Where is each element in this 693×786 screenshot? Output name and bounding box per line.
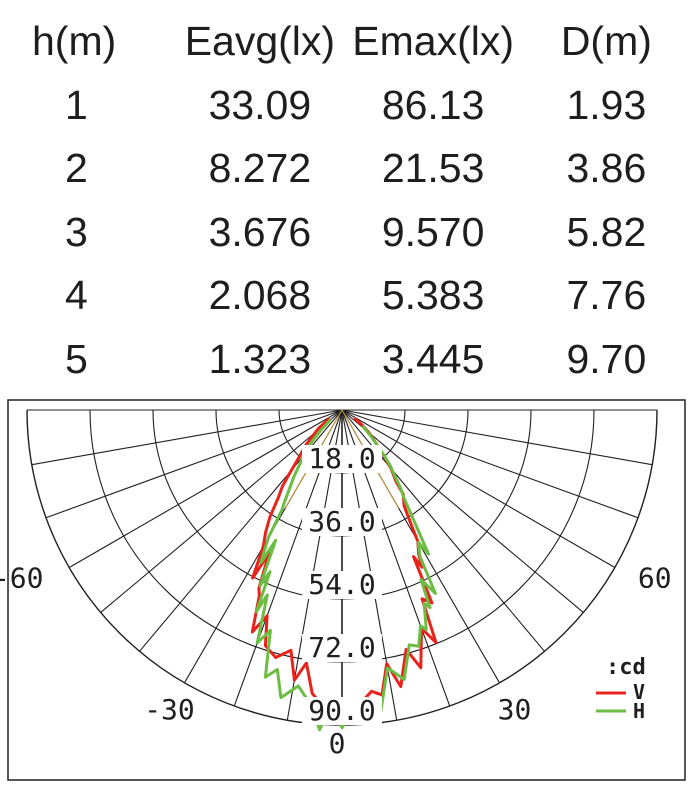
angle-label: -30 xyxy=(144,693,195,726)
legend-h-label: H xyxy=(633,699,645,723)
cell-height: 5 xyxy=(65,335,88,382)
grid-spoke xyxy=(341,409,653,466)
cell-eavg: 2.068 xyxy=(208,272,312,319)
cell-diameter: 5.82 xyxy=(566,208,647,255)
table-header-row: h(m) Eavg(lx) Emax(lx) D(m) xyxy=(0,10,693,74)
cell-diameter: 9.70 xyxy=(566,335,647,382)
grid-spoke xyxy=(341,409,616,568)
radial-tick-label: 36.0 xyxy=(308,505,375,538)
photometric-table: h(m) Eavg(lx) Emax(lx) D(m) 1 33.09 86.1… xyxy=(0,10,693,391)
radial-tick-backdrop xyxy=(302,571,382,599)
legend-unit-label: :cd xyxy=(606,655,646,680)
radial-tick-backdrop xyxy=(302,634,382,662)
table-row: 5 1.323 3.445 9.70 xyxy=(0,328,693,392)
grid-spoke xyxy=(68,409,343,568)
cell-height: 1 xyxy=(65,81,88,128)
cell-emax: 3.445 xyxy=(381,335,485,382)
axis-labels: 18.0 36.0 54.0 72.0 90.0 -60 -30 0 30 60 xyxy=(0,442,672,760)
header-height: h(m) xyxy=(32,18,117,65)
header-eavg: Eavg(lx) xyxy=(184,18,336,65)
legend-v-label: V xyxy=(633,680,645,704)
cell-emax: 21.53 xyxy=(381,145,485,192)
polar-intensity-chart: 18.0 36.0 54.0 72.0 90.0 -60 -30 0 30 60 :cd V H xyxy=(0,399,686,781)
grid-spoke xyxy=(100,409,343,613)
grid-spoke xyxy=(341,409,639,519)
table-row: 4 2.068 5.383 7.76 xyxy=(0,264,693,328)
cell-emax: 9.570 xyxy=(381,208,485,255)
radial-tick-label: 18.0 xyxy=(308,442,375,475)
cell-height: 4 xyxy=(65,272,88,319)
cell-eavg: 1.323 xyxy=(208,335,312,382)
radial-tick-backdrop xyxy=(302,508,382,536)
cell-eavg: 33.09 xyxy=(208,81,312,128)
radial-tick-label: 54.0 xyxy=(308,568,375,601)
angle-label: -60 xyxy=(0,562,44,595)
cell-emax: 5.383 xyxy=(381,272,485,319)
header-emax: Emax(lx) xyxy=(352,18,514,65)
radial-tick-backdrop xyxy=(302,445,382,473)
table-row: 3 3.676 9.570 5.82 xyxy=(0,201,693,265)
grid-spoke xyxy=(341,409,584,613)
cell-height: 3 xyxy=(65,208,88,255)
radial-tick-label: 90.0 xyxy=(308,694,375,727)
cell-diameter: 7.76 xyxy=(566,272,647,319)
cell-eavg: 8.272 xyxy=(208,145,312,192)
grid-spoke xyxy=(31,409,343,466)
table-row: 1 33.09 86.13 1.93 xyxy=(0,74,693,138)
radial-tick-label: 72.0 xyxy=(308,631,375,664)
cell-height: 2 xyxy=(65,145,88,192)
legend: :cd V H xyxy=(596,655,646,723)
cell-eavg: 3.676 xyxy=(208,208,312,255)
radial-tick-backdrop xyxy=(302,697,382,725)
table-row: 2 8.272 21.53 3.86 xyxy=(0,137,693,201)
cell-diameter: 3.86 xyxy=(566,145,647,192)
angle-label: 0 xyxy=(329,727,346,760)
angle-label: 30 xyxy=(498,693,532,726)
header-diameter: D(m) xyxy=(560,18,652,65)
grid-spoke xyxy=(45,409,343,519)
cell-emax: 86.13 xyxy=(381,81,485,128)
cell-diameter: 1.93 xyxy=(566,81,647,128)
angle-label: 60 xyxy=(638,562,672,595)
